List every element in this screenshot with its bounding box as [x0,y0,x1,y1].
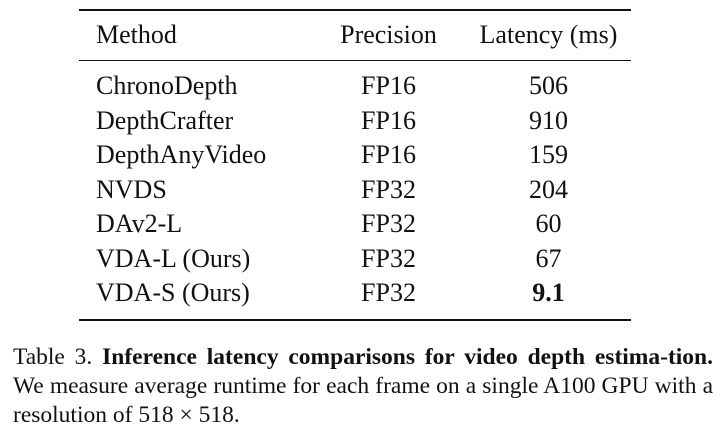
cell-latency-best: 9.1 [532,278,565,307]
cell-method: DepthCrafter [96,105,234,135]
cell-method: VDA-L (Ours) [96,243,251,273]
table-row: VDA-L (Ours) FP32 67 [79,242,631,277]
table-row: ChronoDepth FP16 506 [79,61,631,104]
cell-latency: 506 [529,71,568,100]
header-latency: Latency (ms) [479,20,618,50]
table-row: DepthCrafter FP16 910 [79,104,631,139]
cell-method: DepthAnyVideo [96,140,267,169]
cell-precision: FP32 [361,243,416,273]
cell-precision: FP16 [361,140,416,169]
cell-latency: 60 [535,209,562,238]
caption-body: We measure average runtime for each fram… [13,373,713,428]
table-row: DepthAnyVideo FP16 159 [79,138,631,173]
table-body: ChronoDepth FP16 506 DepthCrafter FP16 9… [79,61,631,320]
latency-table: Method Precision Latency (ms) ChronoDept… [79,9,631,321]
table-caption: Table 3. Inference latency comparisons f… [13,343,713,430]
table-row: VDA-S (Ours) FP32 9.1 [79,276,631,320]
header-precision: Precision [340,20,437,50]
cell-latency: 204 [529,174,568,204]
latency-table-container: Method Precision Latency (ms) ChronoDept… [79,9,631,321]
cell-precision: FP16 [361,105,416,135]
caption-title: Inference latency comparisons for video … [102,344,713,370]
cell-latency: 910 [529,105,568,135]
cell-method: NVDS [96,174,167,204]
cell-precision: FP16 [361,71,416,100]
cell-method: ChronoDepth [96,71,238,100]
header-row: Method Precision Latency (ms) [79,10,631,61]
cell-latency: 67 [535,243,562,273]
header-method: Method [96,20,177,50]
table-header: Method Precision Latency (ms) [79,10,631,61]
cell-precision: FP32 [361,209,416,238]
cell-latency: 159 [529,140,568,169]
cell-method: DAv2-L [96,209,183,238]
cell-method: VDA-S (Ours) [96,278,250,307]
cell-precision: FP32 [361,278,416,307]
table-row: DAv2-L FP32 60 [79,207,631,242]
caption-label: Table 3. [13,344,93,370]
cell-precision: FP32 [361,174,416,204]
table-row: NVDS FP32 204 [79,173,631,208]
